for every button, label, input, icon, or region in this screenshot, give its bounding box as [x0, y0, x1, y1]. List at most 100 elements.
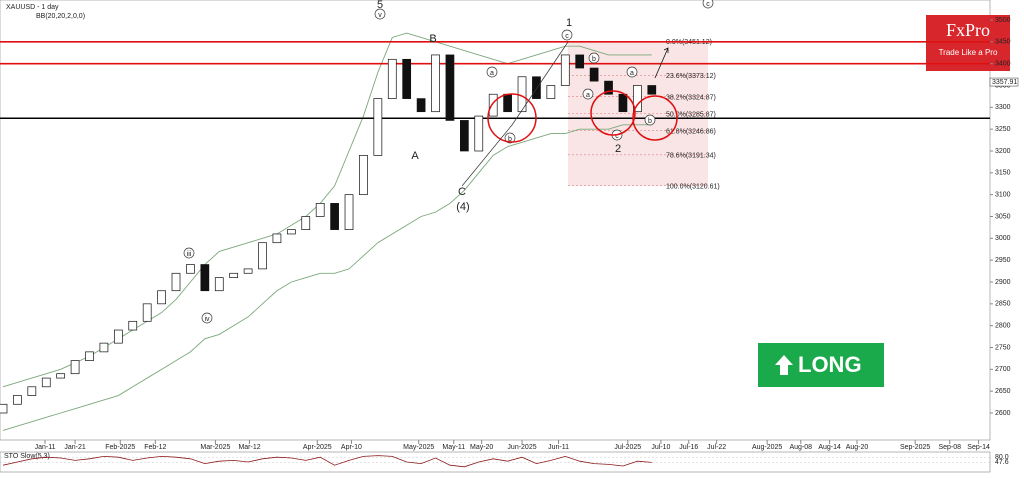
candle [633, 85, 642, 113]
x-tick-label: Jun-2025 [507, 444, 536, 451]
signal: LONG [798, 352, 862, 377]
fib-label: 78.6%(3191.34) [666, 153, 716, 160]
wave-circle [702, 0, 714, 9]
candle [272, 233, 282, 244]
candle [618, 93, 628, 113]
fib-label: 100.0%(3120.61) [666, 184, 720, 191]
wave-label: C [458, 186, 466, 198]
x-tick-label: Jul-22 [707, 444, 726, 451]
y-tick-label: 2950 [995, 257, 1011, 264]
y-tick-label: 3000 [995, 235, 1011, 242]
x-tick-label: Feb-2025 [105, 444, 135, 451]
candle [41, 377, 51, 388]
wave-circle [582, 88, 594, 100]
fib-label: 0.0%(3451.12) [666, 39, 712, 46]
oscillator-frame [0, 451, 991, 473]
y-tick-label: 2650 [995, 388, 1011, 395]
candle [330, 203, 339, 230]
wave-label: v [378, 12, 382, 19]
x-tick-label: Aug-08 [789, 444, 812, 451]
candle [604, 80, 613, 95]
candle [445, 54, 455, 121]
candle [214, 277, 224, 292]
x-tick-label: Aug-2025 [752, 444, 782, 451]
wave-label: iv [204, 316, 210, 323]
highlight-circle [590, 90, 636, 136]
candle [157, 290, 166, 305]
candle [286, 229, 296, 235]
candle [113, 329, 123, 344]
x-tick-label: Sep-08 [938, 444, 961, 451]
wave-label: a [630, 70, 634, 77]
y-tick-label: 2700 [995, 366, 1011, 373]
candle [460, 120, 469, 152]
x-tick-label: Jan-21 [64, 444, 86, 451]
candle [128, 320, 138, 331]
x-tick-label: Jun-11 [548, 444, 569, 451]
candle [200, 264, 210, 292]
candle [359, 155, 368, 196]
fib-label: 50.0%(3285.87) [666, 111, 716, 118]
candle [27, 386, 37, 396]
wave-label: b [648, 118, 652, 125]
y-tick-label: 2600 [995, 410, 1011, 417]
wave-circle [374, 8, 386, 20]
oscillator-title: STO Slow(5,3) [4, 453, 50, 460]
wave-circle [644, 114, 656, 126]
wave-label: 5 [377, 0, 383, 11]
highlight-circle [487, 93, 537, 143]
wave-line [461, 41, 569, 187]
candle [315, 203, 325, 217]
up-arrow [775, 355, 793, 375]
x-tick-label: May-2025 [403, 444, 434, 451]
x-tick-label: Apr-10 [341, 444, 362, 451]
candle [186, 264, 195, 274]
target-arrow [654, 47, 669, 79]
candle [575, 54, 585, 69]
y-tick-label: 3450 [995, 39, 1011, 46]
candle [229, 272, 239, 278]
wave-circle [588, 52, 600, 64]
price-tag-label: 3357.91 [992, 79, 1017, 86]
x-tick-label: Sep-2025 [900, 444, 930, 451]
x-tick-label: Jan-11 [35, 444, 56, 451]
x-tick-label: Sep-14 [967, 444, 990, 451]
wave-label: c [565, 33, 569, 40]
candle [402, 58, 412, 99]
y-tick-label: 3300 [995, 104, 1011, 111]
candle [387, 58, 397, 99]
x-tick-label: Jul-16 [679, 444, 698, 451]
candle [589, 67, 599, 82]
candle [647, 85, 657, 95]
y-tick-label: 3500 [995, 17, 1011, 24]
fib-label: 23.6%(3373.12) [666, 73, 716, 80]
candle [431, 54, 440, 113]
x-tick-label: Jul-10 [651, 444, 670, 451]
x-tick-label: Mar-12 [238, 444, 260, 451]
wave-label: b [592, 56, 596, 63]
candle [258, 242, 267, 270]
wave-circle [561, 29, 573, 41]
indicator-label: BB(20,20,2,0,0) [36, 13, 85, 20]
candle [373, 98, 383, 156]
candle [546, 85, 556, 99]
y-tick-label: 2750 [995, 344, 1011, 351]
candle [560, 54, 570, 86]
x-tick-label: Feb-12 [144, 444, 166, 451]
candle [171, 272, 181, 292]
wave-label: 2 [615, 143, 621, 155]
wave-label: iii [187, 251, 192, 258]
candle [243, 268, 253, 274]
wave-label: c [706, 1, 710, 8]
x-tick-label: May-20 [470, 444, 493, 451]
y-tick-label: 3250 [995, 126, 1011, 133]
candle [301, 216, 311, 230]
price-tag [989, 77, 1019, 87]
wave-label: (4) [456, 201, 469, 213]
fib-label: 38.2%(3324.87) [666, 94, 716, 101]
y-tick-label: 3400 [995, 61, 1011, 68]
bollinger-band [2, 124, 652, 431]
wave-circle [626, 66, 638, 78]
